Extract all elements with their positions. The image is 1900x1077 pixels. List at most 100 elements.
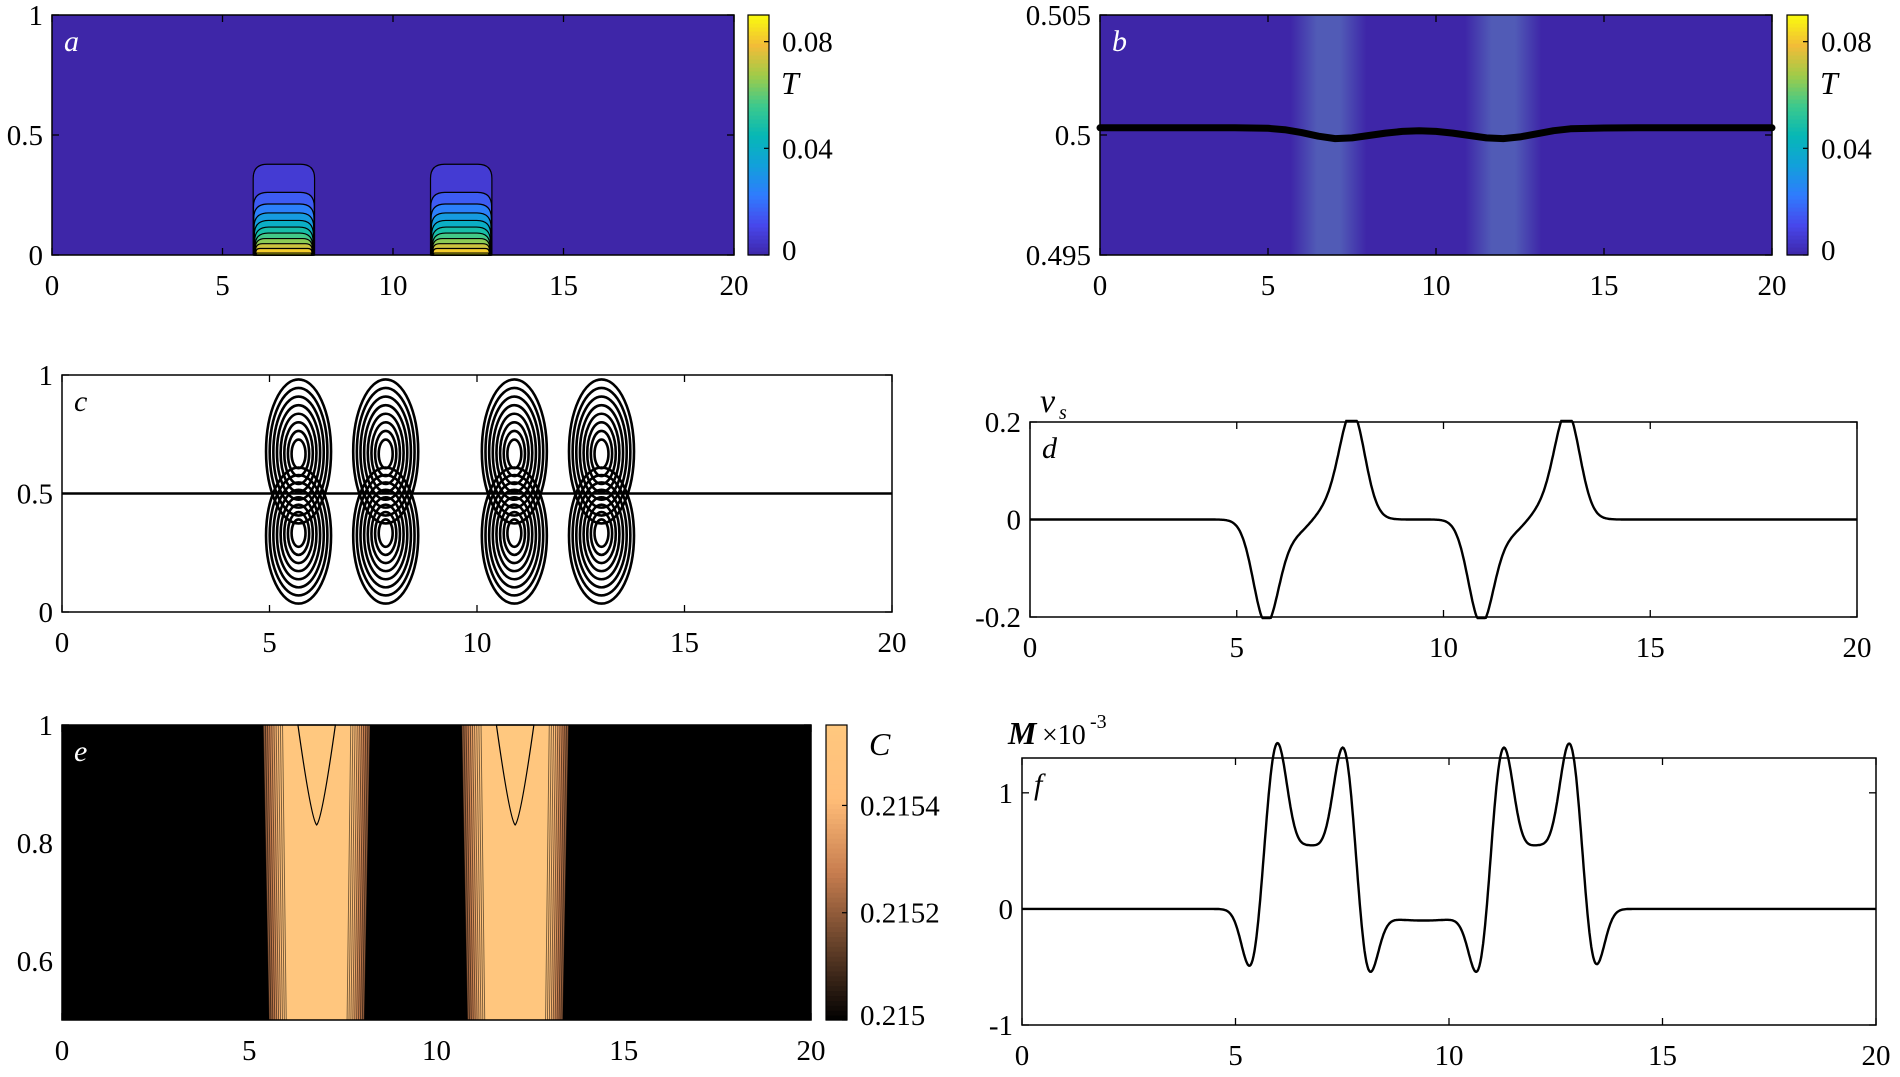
colorbar-segment — [826, 1015, 847, 1021]
colorbar-segment — [1787, 35, 1808, 40]
x-tick-label: 5 — [1230, 632, 1245, 664]
colorbar-segment — [826, 897, 847, 903]
colorbar-segment — [826, 729, 847, 736]
colorbar-segment — [826, 764, 847, 770]
colorbar-segment — [748, 79, 769, 84]
colorbar-segment — [1787, 147, 1808, 152]
streamline-contour — [370, 503, 402, 565]
colorbar-tick-label: 0.2152 — [860, 898, 940, 930]
colorbar-segment — [748, 23, 769, 28]
colorbar-segment — [826, 906, 847, 913]
streamline-contour — [502, 510, 527, 557]
colorbar-segment — [1787, 55, 1808, 60]
colorbar-segment — [826, 1000, 847, 1006]
colorbar-segment — [826, 857, 847, 864]
colorbar-segment — [748, 87, 769, 92]
plot-background — [1022, 758, 1876, 1025]
concentration-band — [461, 724, 570, 1021]
y-tick-label: 0 — [1007, 505, 1022, 537]
colorbar-segment — [826, 843, 847, 849]
streamline-contour — [589, 510, 614, 557]
colorbar-segment — [1787, 27, 1808, 32]
colorbar-segment — [1787, 59, 1808, 64]
colorbar-segment — [1787, 115, 1808, 120]
x-tick-label: 5 — [242, 1035, 257, 1067]
colorbar-segment — [1787, 223, 1808, 228]
colorbar-segment — [1787, 83, 1808, 88]
colorbar-segment — [1787, 67, 1808, 72]
x-tick-label: 0 — [1023, 632, 1038, 664]
streamline-contour — [484, 473, 545, 597]
colorbar-segment — [748, 243, 769, 248]
colorbar-segment — [1787, 111, 1808, 116]
colorbar-segment — [748, 247, 769, 252]
colorbar-segment — [748, 167, 769, 172]
streamline-contour — [574, 481, 629, 589]
streamline-contour — [487, 395, 541, 509]
colorbar-segment — [1787, 99, 1808, 104]
streamline-contour — [567, 378, 636, 525]
panel-c: 0 5 10 15 20 0 0.5 1c — [17, 360, 907, 659]
x-tick-label: 0 — [55, 627, 70, 659]
concentration-band — [262, 724, 371, 1021]
colorbar-segment — [1787, 227, 1808, 232]
hot-region — [252, 163, 316, 256]
colorbar-segment — [826, 847, 847, 854]
colorbar-segment — [826, 808, 847, 815]
colorbar-segment — [1787, 139, 1808, 144]
y-tick-label: 0 — [29, 240, 44, 272]
colorbar-segment — [826, 1005, 847, 1011]
colorbar-segment — [1787, 179, 1808, 184]
streamline-contour — [268, 473, 329, 597]
colorbar-segment — [826, 774, 847, 780]
colorbar-segment — [1787, 71, 1808, 76]
colorbar-segment — [1787, 15, 1808, 20]
streamline-contour — [279, 495, 318, 573]
x-tick-label: 10 — [422, 1035, 451, 1067]
x-tick-label: 10 — [1429, 632, 1458, 664]
colorbar-segment — [826, 951, 847, 957]
colorbar-segment — [826, 798, 847, 805]
colorbar-segment — [748, 131, 769, 136]
colorbar-segment — [826, 725, 847, 731]
colorbar-segment — [1787, 95, 1808, 100]
colorbar-segment — [748, 227, 769, 232]
colorbar-segment — [826, 788, 847, 795]
colorbar-segment — [748, 251, 769, 256]
colorbar-segment — [1787, 79, 1808, 84]
colorbar-segment — [1787, 195, 1808, 200]
colorbar-segment — [826, 956, 847, 962]
colorbar-segment — [826, 965, 847, 972]
streamline-contour — [491, 488, 538, 581]
x-tick-label: 20 — [720, 270, 749, 302]
streamline-contour — [290, 518, 307, 549]
colorbar-segment — [748, 95, 769, 100]
streamline-contour — [491, 403, 538, 502]
colorbar-segment — [748, 203, 769, 208]
x-tick-label: 15 — [1590, 270, 1619, 302]
y-tick-label: 0.505 — [1026, 0, 1091, 32]
colorbar-segment — [826, 926, 847, 933]
x-tick-label: 0 — [1093, 270, 1108, 302]
colorbar-segment — [1787, 215, 1808, 220]
vortex-cell — [480, 466, 549, 605]
colorbar-segment — [1787, 43, 1808, 48]
colorbar-segment — [748, 139, 769, 144]
vortex-cell — [351, 378, 420, 525]
panel-label: b — [1112, 25, 1127, 58]
colorbar-segment — [748, 83, 769, 88]
x-tick-label: 0 — [45, 270, 60, 302]
x-tick-label: 0 — [1015, 1040, 1030, 1072]
streamline-contour — [275, 403, 322, 502]
colorbar-segment — [748, 239, 769, 244]
streamline-contour — [286, 510, 311, 557]
colorbar-segment — [1787, 23, 1808, 28]
colorbar-segment — [748, 31, 769, 36]
colorbar-segment — [748, 159, 769, 164]
colorbar-segment — [826, 867, 847, 874]
streamline-contour — [272, 395, 326, 509]
streamline-contour — [480, 466, 549, 605]
colorbar-segment — [1787, 175, 1808, 180]
colorbar-segment — [826, 936, 847, 942]
